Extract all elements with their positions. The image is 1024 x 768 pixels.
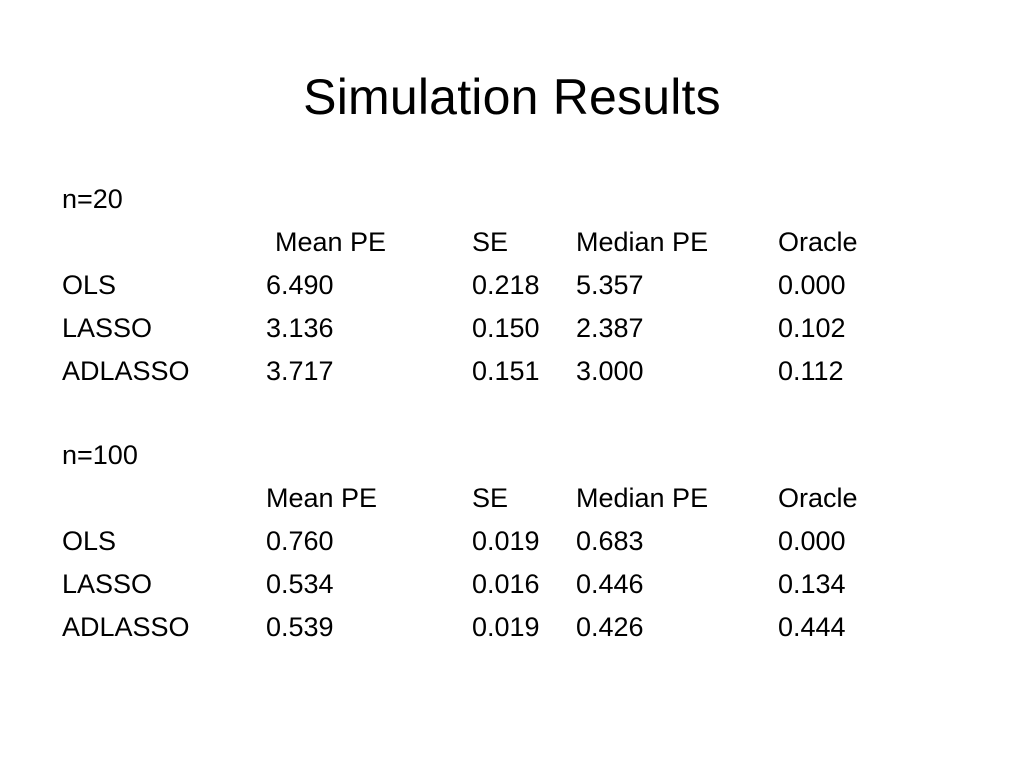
row-se: 0.151 (472, 356, 540, 386)
header-mean-pe: Mean PE (266, 483, 378, 513)
row-oracle: 0.102 (778, 313, 846, 343)
row-oracle: 0.134 (778, 569, 846, 599)
row-method: ADLASSO (62, 356, 190, 386)
slide-title: Simulation Results (303, 69, 721, 125)
table-row: OLS 6.490 0.218 5.357 0.000 (62, 264, 962, 307)
table-row: LASSO 3.136 0.150 2.387 0.102 (62, 307, 962, 350)
row-median-pe: 5.357 (576, 270, 644, 300)
section-label: n=100 (62, 440, 138, 470)
table-row: OLS 0.760 0.019 0.683 0.000 (62, 520, 962, 563)
section-label: n=20 (62, 184, 123, 214)
row-oracle: 0.444 (778, 612, 846, 642)
header-oracle: Oracle (778, 227, 858, 257)
header-oracle: Oracle (778, 483, 858, 513)
row-mean-pe: 0.534 (266, 569, 334, 599)
row-se: 0.016 (472, 569, 540, 599)
header-row: Mean PE SE Median PE Oracle (62, 221, 962, 264)
table-row: LASSO 0.534 0.016 0.446 0.134 (62, 563, 962, 606)
header-se: SE (472, 483, 509, 513)
row-oracle: 0.000 (778, 526, 846, 556)
row-mean-pe: 6.490 (266, 270, 334, 300)
row-mean-pe: 0.539 (266, 612, 334, 642)
table-row: ADLASSO 0.539 0.019 0.426 0.444 (62, 606, 962, 649)
header-median-pe: Median PE (576, 227, 709, 257)
row-method: LASSO (62, 313, 153, 343)
row-method: OLS (62, 526, 117, 556)
row-method: LASSO (62, 569, 153, 599)
row-method: ADLASSO (62, 612, 190, 642)
header-se: SE (472, 227, 509, 257)
row-mean-pe: 3.717 (266, 356, 334, 386)
header-median-pe: Median PE (576, 483, 709, 513)
row-oracle: 0.000 (778, 270, 846, 300)
row-median-pe: 0.446 (576, 569, 644, 599)
row-median-pe: 3.000 (576, 356, 644, 386)
row-mean-pe: 0.760 (266, 526, 334, 556)
row-se: 0.218 (472, 270, 540, 300)
table-row: ADLASSO 3.717 0.151 3.000 0.112 (62, 350, 962, 393)
row-median-pe: 0.683 (576, 526, 644, 556)
header-mean-pe: Mean PE (275, 227, 387, 257)
row-mean-pe: 3.136 (266, 313, 334, 343)
header-row: Mean PE SE Median PE Oracle (62, 477, 962, 520)
row-median-pe: 0.426 (576, 612, 644, 642)
row-se: 0.019 (472, 612, 540, 642)
row-median-pe: 2.387 (576, 313, 644, 343)
row-se: 0.150 (472, 313, 540, 343)
row-oracle: 0.112 (778, 356, 844, 386)
row-se: 0.019 (472, 526, 540, 556)
row-method: OLS (62, 270, 117, 300)
